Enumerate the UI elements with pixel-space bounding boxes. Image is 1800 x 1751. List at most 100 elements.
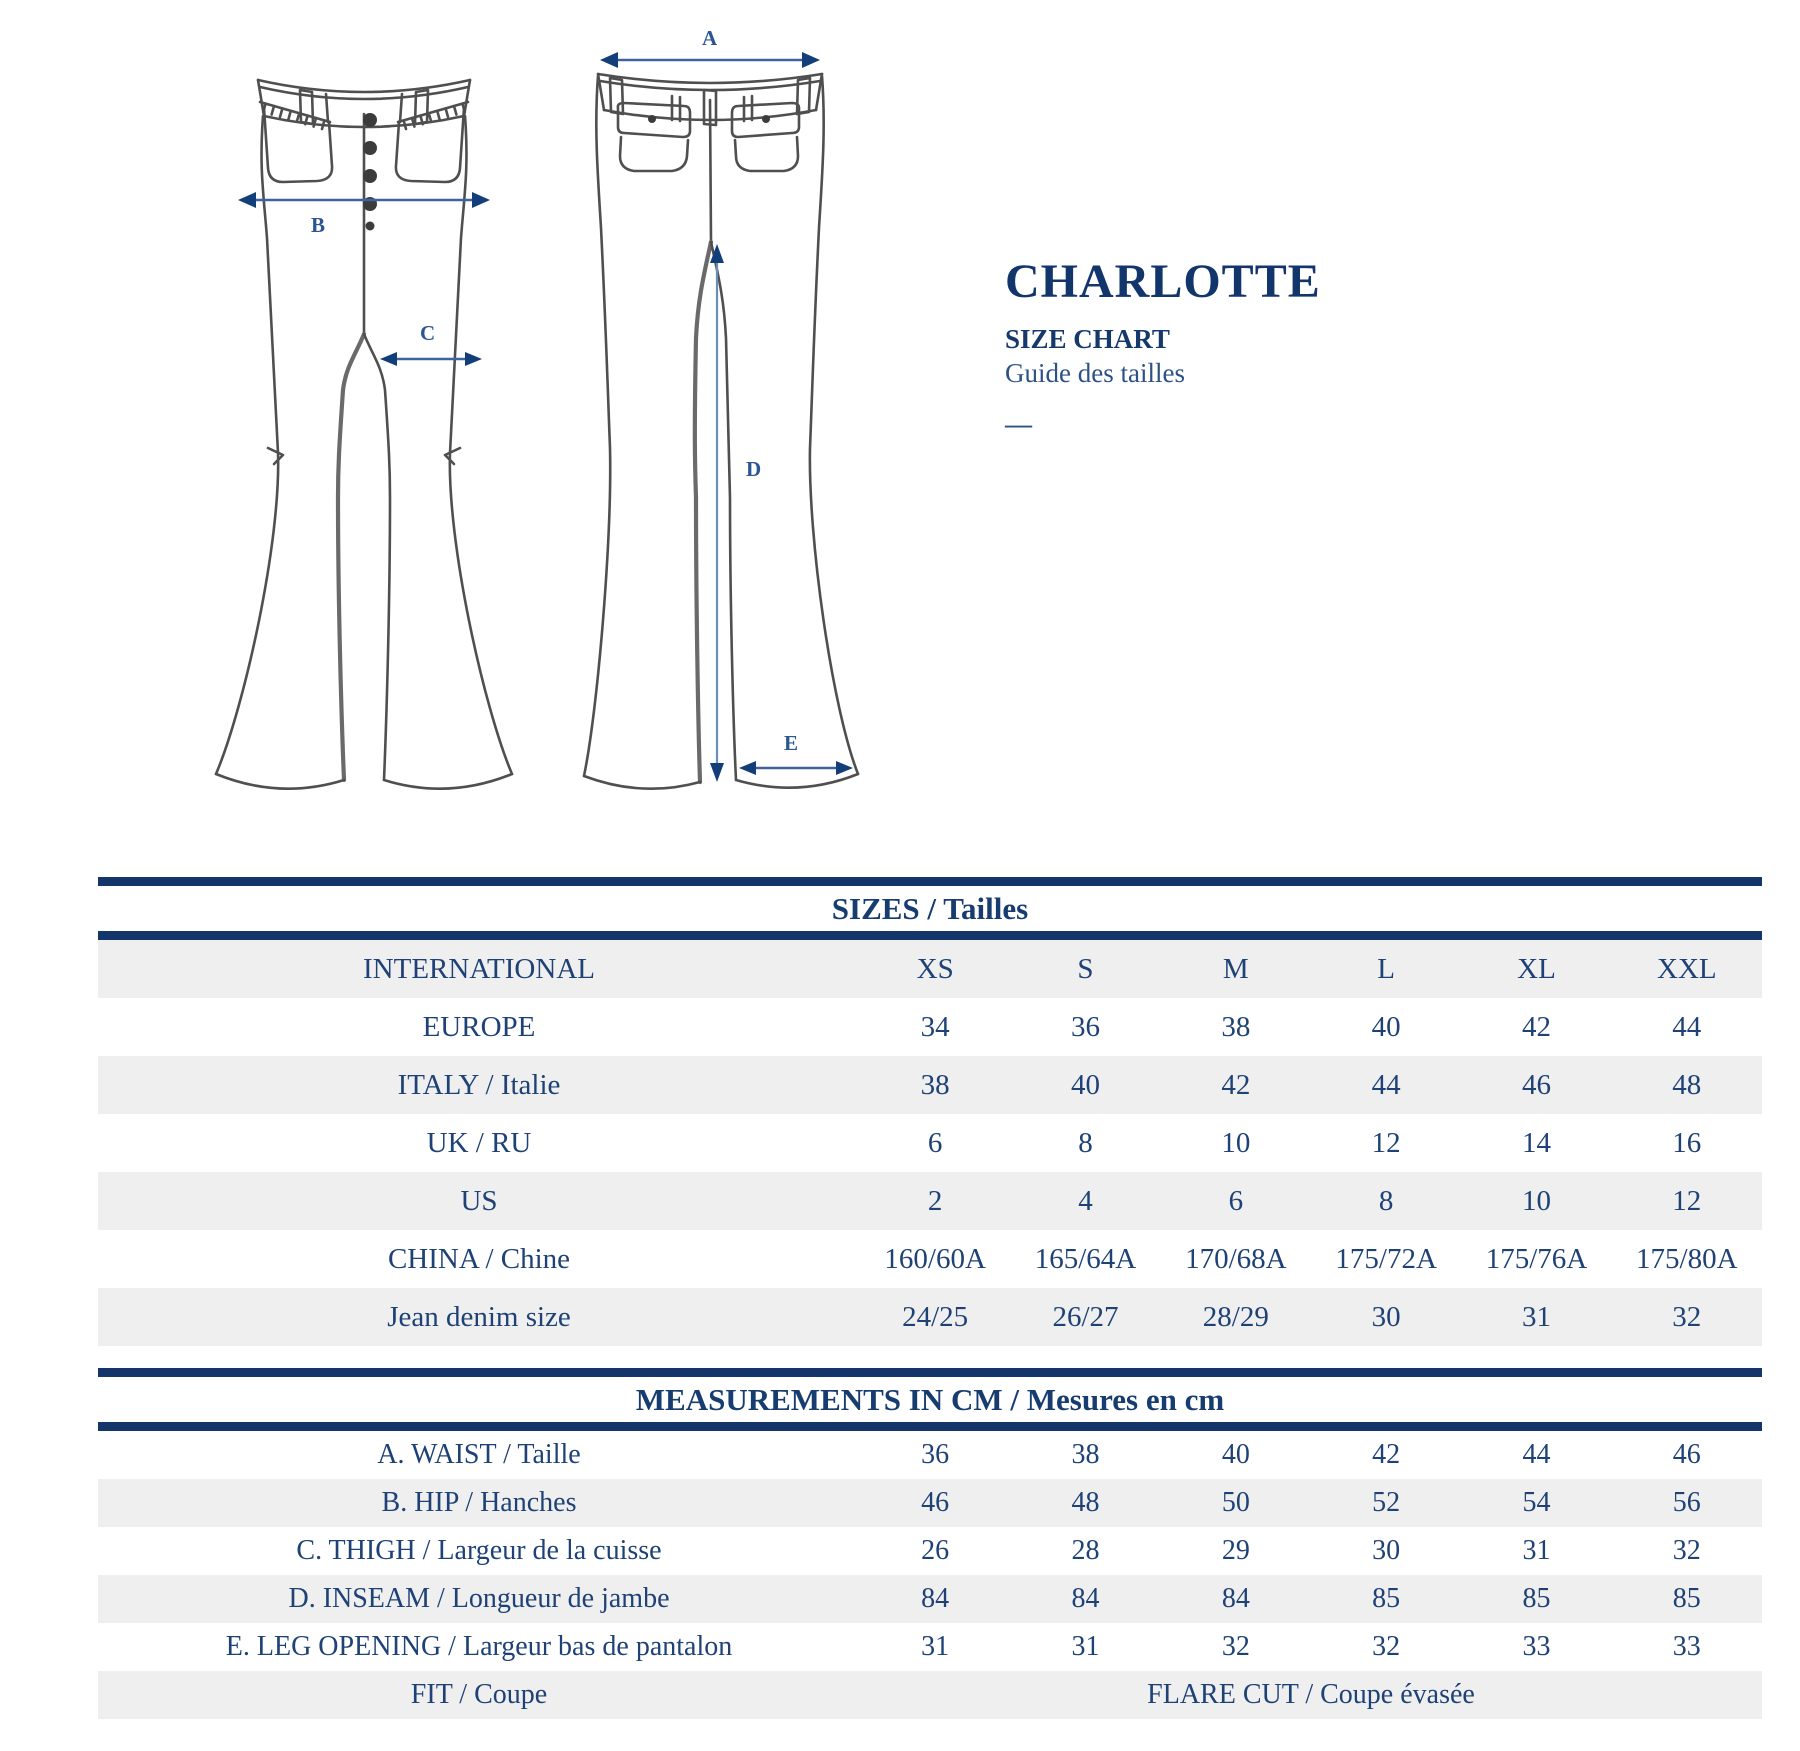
cell: 38 <box>1071 1439 1100 1470</box>
cell: 14 <box>1521 1126 1551 1159</box>
product-name: CHARLOTTE <box>1005 255 1321 308</box>
cell: 36 <box>921 1439 950 1470</box>
measure-label-d: D <box>746 457 761 481</box>
sizes-table: SIZES / Tailles INTERNATIONAL XS S M L X… <box>98 877 1762 1346</box>
cell: 4 <box>1078 1184 1093 1217</box>
cell: 44 <box>1522 1439 1551 1470</box>
cell: 30 <box>1371 1300 1401 1333</box>
measure-label-e: E <box>784 731 798 755</box>
cell: 42 <box>1372 1439 1401 1470</box>
cell: 54 <box>1522 1487 1551 1518</box>
pants-diagram: B C <box>180 18 900 818</box>
row-label: C. THIGH / Largeur de la cuisse <box>296 1535 662 1566</box>
cell: 36 <box>1070 1010 1100 1043</box>
cell: 28/29 <box>1202 1300 1269 1333</box>
row-label: CHINA / Chine <box>387 1242 571 1275</box>
cell: 31 <box>1071 1631 1100 1662</box>
cell: 48 <box>1071 1487 1100 1518</box>
measure-label-c: C <box>420 321 435 345</box>
cell: 31 <box>921 1631 950 1662</box>
pants-drawing-svg: B C <box>214 26 860 790</box>
cell: 165/64A <box>1034 1242 1137 1275</box>
cell: 31 <box>1522 1535 1551 1566</box>
cell: 6 <box>927 1126 943 1159</box>
cell: 84 <box>921 1583 950 1614</box>
cell: 175/76A <box>1485 1242 1588 1275</box>
cell: 85 <box>1672 1583 1701 1614</box>
cell: 42 <box>1221 1068 1251 1101</box>
tables-section: SIZES / Tailles INTERNATIONAL XS S M L X… <box>98 877 1762 1719</box>
cell: 31 <box>1521 1300 1551 1333</box>
table-row-uk: UK / RU 6 8 10 12 14 16 <box>98 1114 1762 1172</box>
pants-front-view <box>214 78 514 790</box>
cell: 10 <box>1521 1184 1551 1217</box>
cell: 26/27 <box>1052 1300 1119 1333</box>
row-label: B. HIP / Hanches <box>381 1487 577 1518</box>
measurements-table-title: MEASUREMENTS IN CM / Mesures en cm <box>98 1377 1762 1422</box>
cell: 26 <box>921 1535 950 1566</box>
cell: 12 <box>1672 1184 1702 1217</box>
back-measure-arrows: A D E <box>600 26 853 782</box>
cell: 30 <box>1372 1535 1401 1566</box>
table-row-jean-denim: Jean denim size 24/25 26/27 28/29 30 31 … <box>98 1288 1762 1346</box>
cell: 170/68A <box>1185 1242 1287 1275</box>
cell: 16 <box>1672 1126 1702 1159</box>
row-label: Jean denim size <box>387 1300 571 1333</box>
cell: L <box>1377 952 1395 985</box>
table-row-hip: B. HIP / Hanches 46 48 50 52 54 56 <box>98 1479 1762 1527</box>
divider-bar <box>98 931 1762 940</box>
cell: 6 <box>1228 1184 1244 1217</box>
cell: 28 <box>1071 1535 1100 1566</box>
cell: 42 <box>1521 1010 1551 1043</box>
cell: S <box>1077 952 1094 985</box>
row-label: FIT / Coupe <box>410 1679 548 1710</box>
cell: 32 <box>1372 1631 1401 1662</box>
cell: 32 <box>1672 1300 1702 1333</box>
cell: 44 <box>1672 1010 1702 1043</box>
row-label: INTERNATIONAL <box>363 952 595 985</box>
table-row-europe: EUROPE 34 36 38 40 42 44 <box>98 998 1762 1056</box>
table-row-thigh: C. THIGH / Largeur de la cuisse 26 28 29… <box>98 1527 1762 1575</box>
cell: 8 <box>1378 1184 1394 1217</box>
title-dash: — <box>1005 409 1032 440</box>
sizes-table-title: SIZES / Tailles <box>98 886 1762 931</box>
cell: 40 <box>1221 1439 1250 1470</box>
cell: 85 <box>1522 1583 1551 1614</box>
measurements-table: MEASUREMENTS IN CM / Mesures en cm A. WA… <box>98 1368 1762 1719</box>
cell: 10 <box>1221 1126 1251 1159</box>
front-measure-arrows: B C <box>238 192 490 366</box>
fit-value: FLARE CUT / Coupe évasée <box>1147 1679 1475 1710</box>
cell: XS <box>916 952 954 985</box>
cell: 24/25 <box>902 1300 969 1333</box>
cell: 33 <box>1672 1631 1701 1662</box>
cell: 12 <box>1371 1126 1401 1159</box>
cell: XL <box>1517 952 1556 985</box>
pants-back-view <box>582 72 860 790</box>
size-chart-title: SIZE CHART <box>1005 324 1170 354</box>
cell: 2 <box>927 1184 943 1217</box>
table-row-italy: ITALY / Italie 38 40 42 44 46 48 <box>98 1056 1762 1114</box>
row-label: ITALY / Italie <box>397 1068 561 1101</box>
cell: 175/72A <box>1335 1242 1437 1275</box>
cell: 33 <box>1522 1631 1551 1662</box>
row-label: D. INSEAM / Longueur de jambe <box>288 1583 670 1614</box>
cell: 50 <box>1221 1487 1250 1518</box>
divider-bar <box>98 877 1762 886</box>
cell: 84 <box>1071 1583 1100 1614</box>
cell: 85 <box>1372 1583 1401 1614</box>
cell: 40 <box>1070 1068 1100 1101</box>
table-row-leg-opening: E. LEG OPENING / Largeur bas de pantalon… <box>98 1623 1762 1671</box>
cell: 175/80A <box>1636 1242 1738 1275</box>
measure-label-a: A <box>702 26 718 50</box>
row-label: US <box>460 1184 498 1217</box>
cell: 38 <box>1221 1010 1251 1043</box>
table-row-international: INTERNATIONAL XS S M L XL XXL <box>98 940 1762 998</box>
measure-label-b: B <box>311 213 325 237</box>
table-row-waist: A. WAIST / Taille 36 38 40 42 44 46 <box>98 1431 1762 1479</box>
table-row-china: CHINA / Chine 160/60A 165/64A 170/68A 17… <box>98 1230 1762 1288</box>
cell: 34 <box>920 1010 950 1043</box>
cell: 32 <box>1221 1631 1250 1662</box>
row-label: UK / RU <box>426 1126 532 1159</box>
cell: 56 <box>1672 1487 1701 1518</box>
